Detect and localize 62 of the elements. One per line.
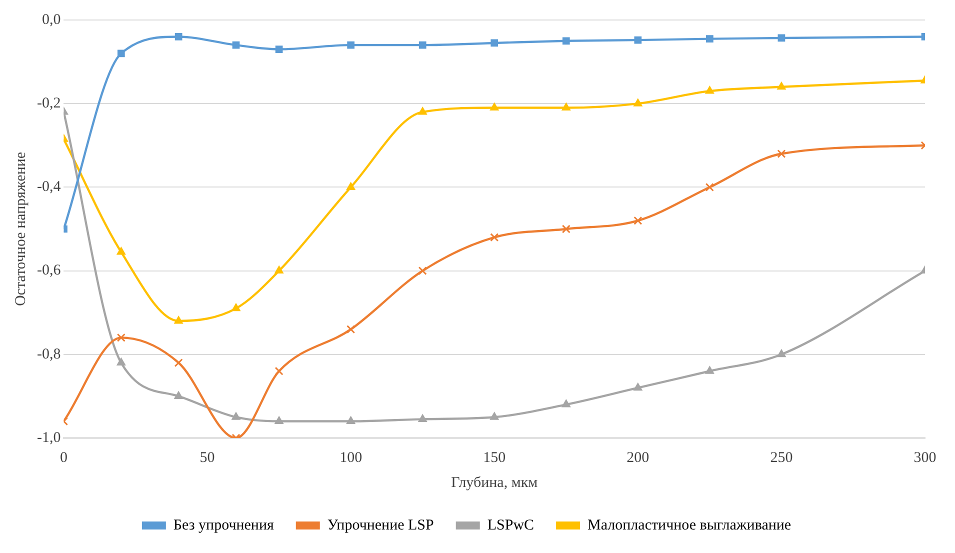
point [174, 391, 183, 399]
point [562, 224, 570, 234]
point [418, 41, 426, 49]
point [777, 349, 786, 358]
point [706, 35, 714, 42]
point [116, 333, 126, 342]
point [777, 149, 786, 158]
point [274, 366, 284, 376]
point [705, 182, 714, 192]
point [174, 358, 183, 368]
y-tick-label: -0,6 [36, 262, 62, 279]
y-tick-label: -0,8 [36, 346, 61, 362]
point [490, 102, 499, 111]
point [274, 266, 284, 274]
y-tick-label: -0,2 [36, 96, 61, 112]
legend-label: LSPwC [487, 517, 534, 534]
x-tick-label: 150 [483, 450, 506, 466]
point [117, 50, 125, 58]
point [232, 41, 240, 49]
point [562, 102, 571, 111]
x-axis-title: Глубина, мкм [451, 474, 538, 491]
x-tick-label: 200 [626, 450, 650, 466]
point [418, 106, 427, 115]
point [562, 400, 571, 408]
y-tick-label: -0,4 [36, 179, 62, 196]
x-tick-label: 0 [60, 450, 68, 466]
point [346, 325, 356, 334]
point [274, 416, 284, 424]
x-tick-label: 250 [770, 450, 793, 466]
point [705, 366, 714, 374]
point [562, 37, 570, 45]
y-axis-title: Остаточное напряжение [12, 152, 29, 306]
point [116, 358, 126, 366]
point [232, 303, 240, 312]
legend-label: Упрочнение LSP [327, 517, 434, 534]
point [705, 86, 714, 94]
y-tick-label: 0,0 [42, 12, 61, 28]
point [778, 34, 786, 42]
point [418, 266, 427, 276]
legend-label: Без упрочнения [173, 517, 274, 534]
point [346, 182, 356, 190]
y-tick-label: -1,0 [36, 430, 61, 446]
x-tick-label: 300 [914, 450, 936, 466]
x-tick-label: 100 [340, 450, 362, 466]
point [347, 41, 355, 49]
point [490, 233, 499, 242]
point [174, 316, 183, 324]
point [275, 46, 283, 53]
point [490, 39, 498, 47]
legend-label: Малопластичное выглаживание [588, 517, 792, 534]
point [634, 382, 642, 391]
point [490, 412, 499, 420]
point [232, 412, 240, 420]
point [174, 33, 182, 40]
point [418, 414, 427, 422]
point [634, 216, 642, 225]
point [634, 98, 642, 106]
point [116, 246, 126, 255]
point [634, 36, 642, 44]
x-tick-label: 50 [200, 450, 215, 466]
point [777, 82, 786, 90]
point [346, 416, 356, 424]
